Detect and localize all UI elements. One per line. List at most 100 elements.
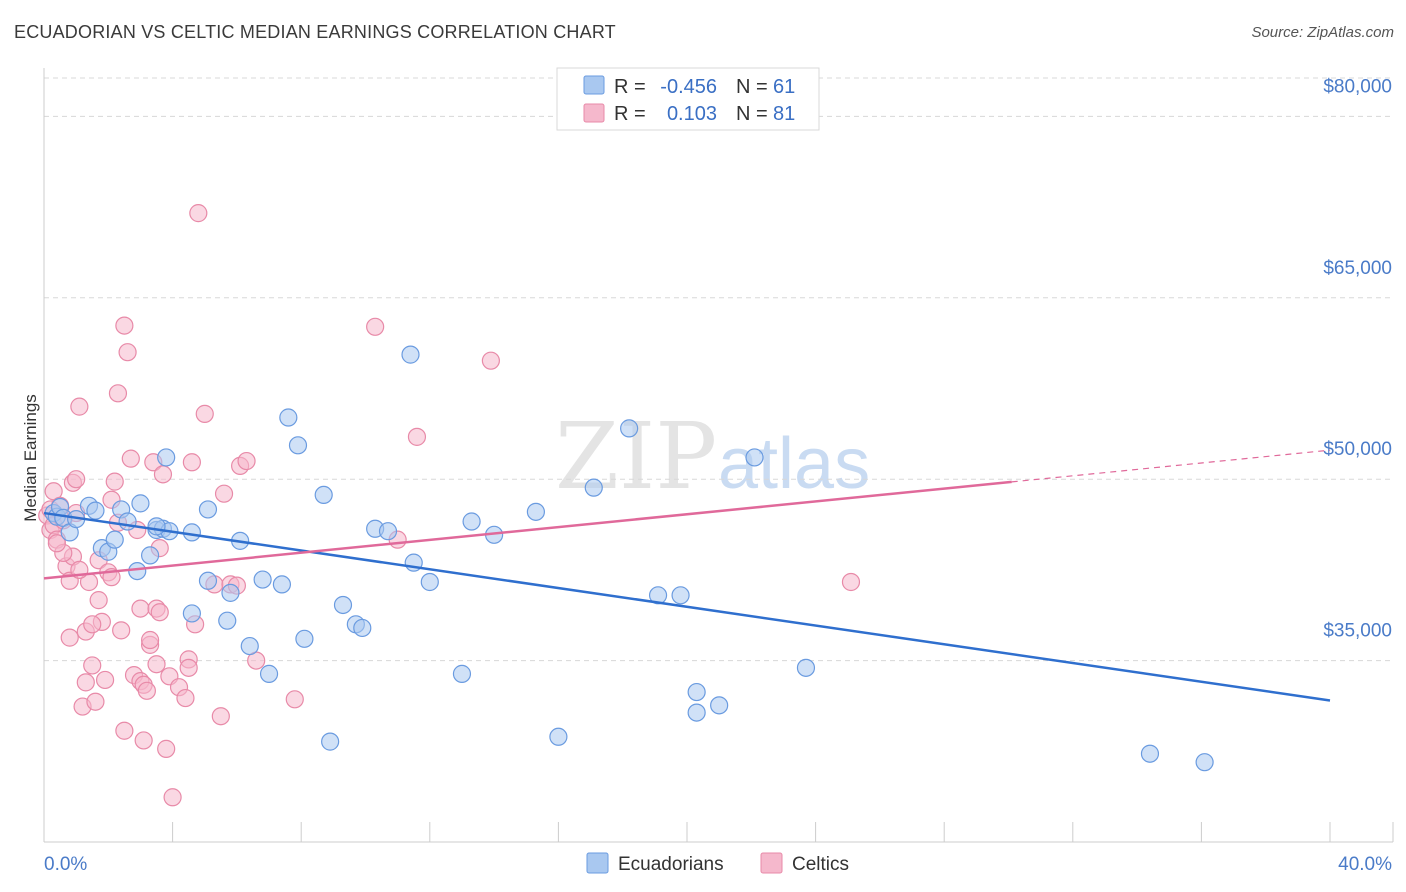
legend-r-label-0: R =	[614, 76, 646, 98]
ecuadorian-point	[401, 345, 420, 364]
celtic-point	[134, 731, 153, 750]
ecuadorian-point	[526, 502, 545, 521]
ecuadorian-point	[272, 575, 292, 594]
celtic-point	[137, 681, 156, 700]
celtic-point	[67, 470, 86, 489]
celtic-point	[179, 658, 198, 677]
celtic-point	[83, 615, 102, 634]
celtic-point	[112, 621, 131, 640]
ecuadorian-point	[128, 561, 147, 581]
ecuadorian-point	[687, 682, 706, 702]
ecuadorian-point	[118, 512, 137, 531]
ecuadorian-point	[710, 696, 729, 715]
celtic-point	[150, 603, 169, 622]
celtic-point	[189, 204, 208, 223]
celtic-point	[131, 599, 150, 618]
ecuadorian-point	[218, 611, 237, 630]
legend-n-label-1: N =	[736, 103, 768, 125]
ecuadorian-trend-line	[43, 511, 1331, 702]
y-tick-label: $80,000	[1323, 76, 1392, 97]
y-tick-label: $65,000	[1323, 258, 1392, 279]
ecuadorian-point	[549, 727, 568, 746]
celtic-point	[108, 384, 128, 403]
celtic-point	[121, 449, 140, 468]
ecuadorian-points	[44, 345, 1214, 772]
ecuadorian-point	[157, 448, 176, 467]
legend-n-value-0: 61	[773, 76, 795, 98]
ecuadorian-point	[240, 636, 259, 656]
celtic-point	[76, 673, 95, 692]
ecuadorian-point	[378, 522, 398, 541]
celtic-point	[115, 721, 134, 740]
legend-n-label-0: N =	[736, 76, 768, 98]
celtic-point	[153, 465, 173, 484]
ecuadorian-point	[221, 583, 240, 602]
legend-r-value-1: 0.103	[667, 103, 717, 125]
ecuadorian-point	[1195, 753, 1214, 772]
celtic-point	[118, 343, 137, 362]
correlation-legend: R = -0.456 N = 61 R = 0.103 N = 81	[556, 67, 820, 131]
ecuadorian-point	[353, 618, 372, 638]
ecuadorian-point	[182, 523, 201, 542]
legend-n-value-1: 81	[773, 103, 795, 125]
ecuadorian-point	[333, 595, 353, 615]
celtic-point	[140, 630, 160, 650]
ecuadorian-point	[253, 570, 272, 589]
watermark-zip: ZIP	[555, 403, 717, 510]
celtic-point	[285, 690, 304, 709]
ecuadorian-point	[105, 530, 124, 549]
celtic-point	[182, 453, 201, 472]
celtic-point	[366, 317, 385, 336]
bottom-legend-swatch-celtics	[760, 852, 783, 874]
y-tick-label: $35,000	[1323, 621, 1392, 642]
trend-lines	[43, 449, 1331, 702]
celtic-point	[211, 707, 230, 726]
ecuadorian-point	[687, 703, 706, 722]
legend-r-value-0: -0.456	[660, 76, 717, 98]
celtic-point	[89, 591, 108, 610]
celtic-point	[115, 316, 134, 335]
ecuadorian-point	[295, 629, 314, 648]
ecuadorian-point	[259, 664, 279, 683]
celtic-point	[176, 688, 195, 708]
ecuadorian-point	[198, 500, 218, 519]
ecuadorian-point	[279, 408, 298, 427]
legend-swatch-ecuadorians	[583, 75, 605, 95]
ecuadorian-point	[620, 419, 639, 438]
celtic-point	[157, 739, 176, 758]
x-tick-label-max: 40.0%	[1338, 854, 1392, 875]
gridlines	[44, 77, 1393, 662]
ecuadorian-point	[86, 501, 105, 520]
legend-r-label-1: R =	[614, 103, 646, 125]
ecuadorian-point	[198, 571, 218, 590]
celtic-point	[841, 572, 861, 592]
bottom-legend-label-celtics: Celtics	[792, 854, 849, 875]
celtic-point	[407, 427, 427, 446]
bottom-legend-swatch-ecuadorians	[586, 852, 609, 874]
y-tick-label: $50,000	[1323, 439, 1392, 460]
celtic-point	[47, 534, 66, 553]
celtic-point	[83, 656, 102, 675]
watermark-atlas: atlas	[718, 424, 870, 504]
ecuadorian-point	[1140, 744, 1160, 763]
celtic-point	[481, 351, 500, 370]
ecuadorian-point	[584, 478, 603, 497]
celtic-point	[70, 397, 89, 416]
y-tick-labels: $35,000 $50,000 $65,000 $80,000	[1323, 76, 1392, 641]
ecuadorian-point	[796, 658, 816, 677]
y-axis-label: Median Earnings	[21, 394, 40, 522]
celtic-point	[195, 404, 214, 423]
ecuadorian-point	[745, 448, 764, 467]
celtic-point	[163, 788, 182, 807]
ecuadorian-point	[671, 586, 690, 605]
ecuadorian-point	[420, 572, 439, 592]
bottom-legend-label-ecuadorians: Ecuadorians	[618, 854, 724, 875]
celtic-points	[38, 204, 861, 807]
source-label: Source: ZipAtlas.com	[1251, 24, 1394, 41]
ecuadorian-point	[314, 485, 333, 505]
axes	[43, 68, 1394, 843]
ecuadorian-point	[288, 436, 308, 455]
ecuadorian-point	[462, 512, 481, 531]
ecuadorian-point	[147, 517, 166, 536]
